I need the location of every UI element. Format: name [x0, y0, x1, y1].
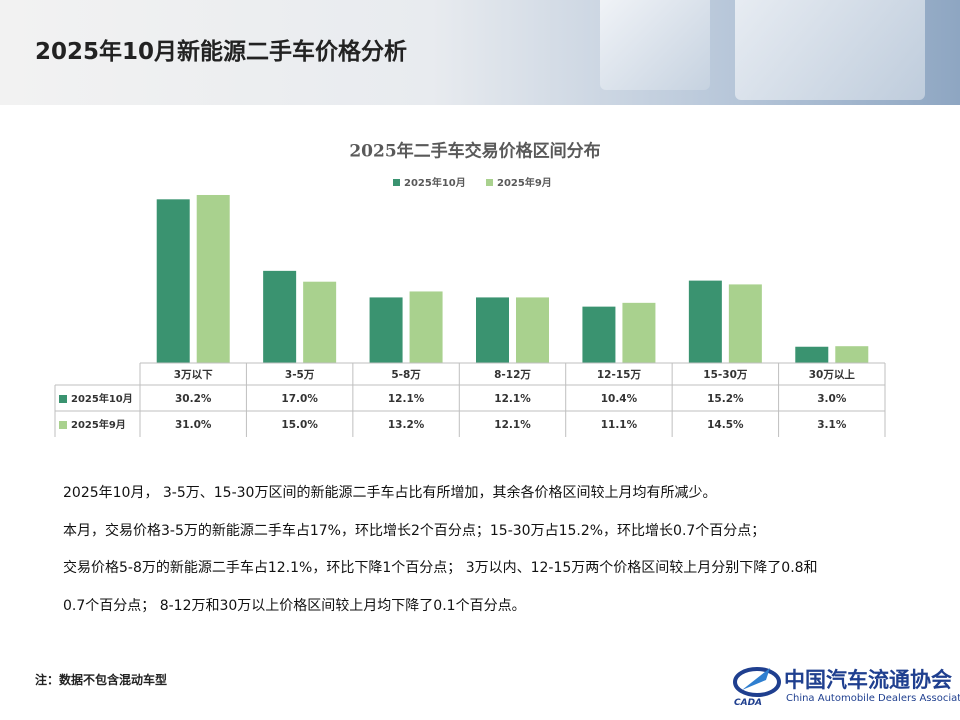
- table-value: 15.2%: [707, 393, 744, 405]
- bar: [303, 281, 337, 363]
- logo-english: China Automobile Dealers Association: [786, 693, 960, 704]
- table-value: 30.2%: [175, 393, 212, 405]
- header-band: [0, 0, 960, 105]
- table-value: 3.1%: [817, 419, 847, 431]
- bar: [369, 297, 403, 363]
- text-line: 2025年10月， 3-5万、15-30万区间的新能源二手车占比有所增加，其余各…: [63, 485, 717, 501]
- chart-title: 2025年二手车交易价格区间分布: [349, 141, 600, 162]
- decor: [735, 0, 925, 100]
- category-label: 3-5万: [285, 369, 315, 381]
- text-line: 本月，交易价格3-5万的新能源二手车占17%，环比增长2个百分点；15-30万占…: [63, 522, 766, 539]
- category-label: 15-30万: [703, 369, 748, 381]
- bar: [156, 199, 190, 363]
- table-value: 12.1%: [494, 393, 531, 405]
- table-swatch: [59, 395, 67, 403]
- text-line: 0.7个百分点； 8-12万和30万以上价格区间较上月均下降了0.1个百分点。: [63, 597, 526, 614]
- table-value: 12.1%: [388, 393, 425, 405]
- row-label: 2025年10月: [71, 392, 133, 405]
- decor: [600, 0, 710, 90]
- bar: [795, 346, 829, 363]
- bar: [409, 291, 443, 363]
- legend-label: 2025年10月: [404, 176, 466, 189]
- table-swatch: [59, 421, 67, 429]
- bar: [835, 346, 869, 363]
- bar: [263, 270, 297, 363]
- bar: [516, 297, 549, 363]
- category-label: 30万以上: [809, 368, 856, 381]
- page-title: 2025年10月新能源二手车价格分析: [35, 39, 408, 65]
- table-value: 15.0%: [281, 419, 318, 431]
- note: 注：数据不包含混动车型: [35, 673, 168, 687]
- text-line: 交易价格5-8万的新能源二手车占12.1%，环比下降1个百分点； 3万以内、12…: [63, 560, 818, 576]
- legend-label: 2025年9月: [497, 176, 552, 189]
- table-value: 12.1%: [494, 419, 531, 431]
- category-label: 8-12万: [494, 369, 531, 381]
- bar: [196, 194, 230, 363]
- legend-swatch: [393, 179, 400, 186]
- logo-name: 中国汽车流通协会: [784, 667, 952, 692]
- category-label: 5-8万: [391, 369, 421, 381]
- table-value: 3.0%: [817, 393, 847, 405]
- table-value: 17.0%: [281, 393, 318, 405]
- bar: [688, 280, 722, 363]
- legend-swatch: [486, 179, 493, 186]
- table-value: 13.2%: [388, 419, 425, 431]
- bar: [622, 302, 656, 363]
- category-label: 12-15万: [597, 369, 642, 381]
- bar: [476, 297, 509, 363]
- body-text: 2025年10月， 3-5万、15-30万区间的新能源二手车占比有所增加，其余各…: [63, 475, 818, 625]
- table-value: 10.4%: [601, 393, 638, 405]
- logo: CADA 中国汽车流通协会 China Automobile Dealers A…: [732, 662, 960, 712]
- logo-icon: [733, 667, 781, 697]
- table-value: 31.0%: [175, 419, 212, 431]
- bar: [728, 284, 762, 363]
- logo-mark: CADA: [734, 698, 763, 708]
- table-value: 14.5%: [707, 419, 744, 431]
- table-value: 11.1%: [601, 419, 638, 431]
- category-label: 3万以下: [174, 369, 213, 381]
- chart: 2025年二手车交易价格区间分布 2025年10月 2025年9月 3万以下 3-5万…: [54, 141, 886, 437]
- bar: [582, 306, 616, 363]
- row-label: 2025年9月: [71, 418, 126, 431]
